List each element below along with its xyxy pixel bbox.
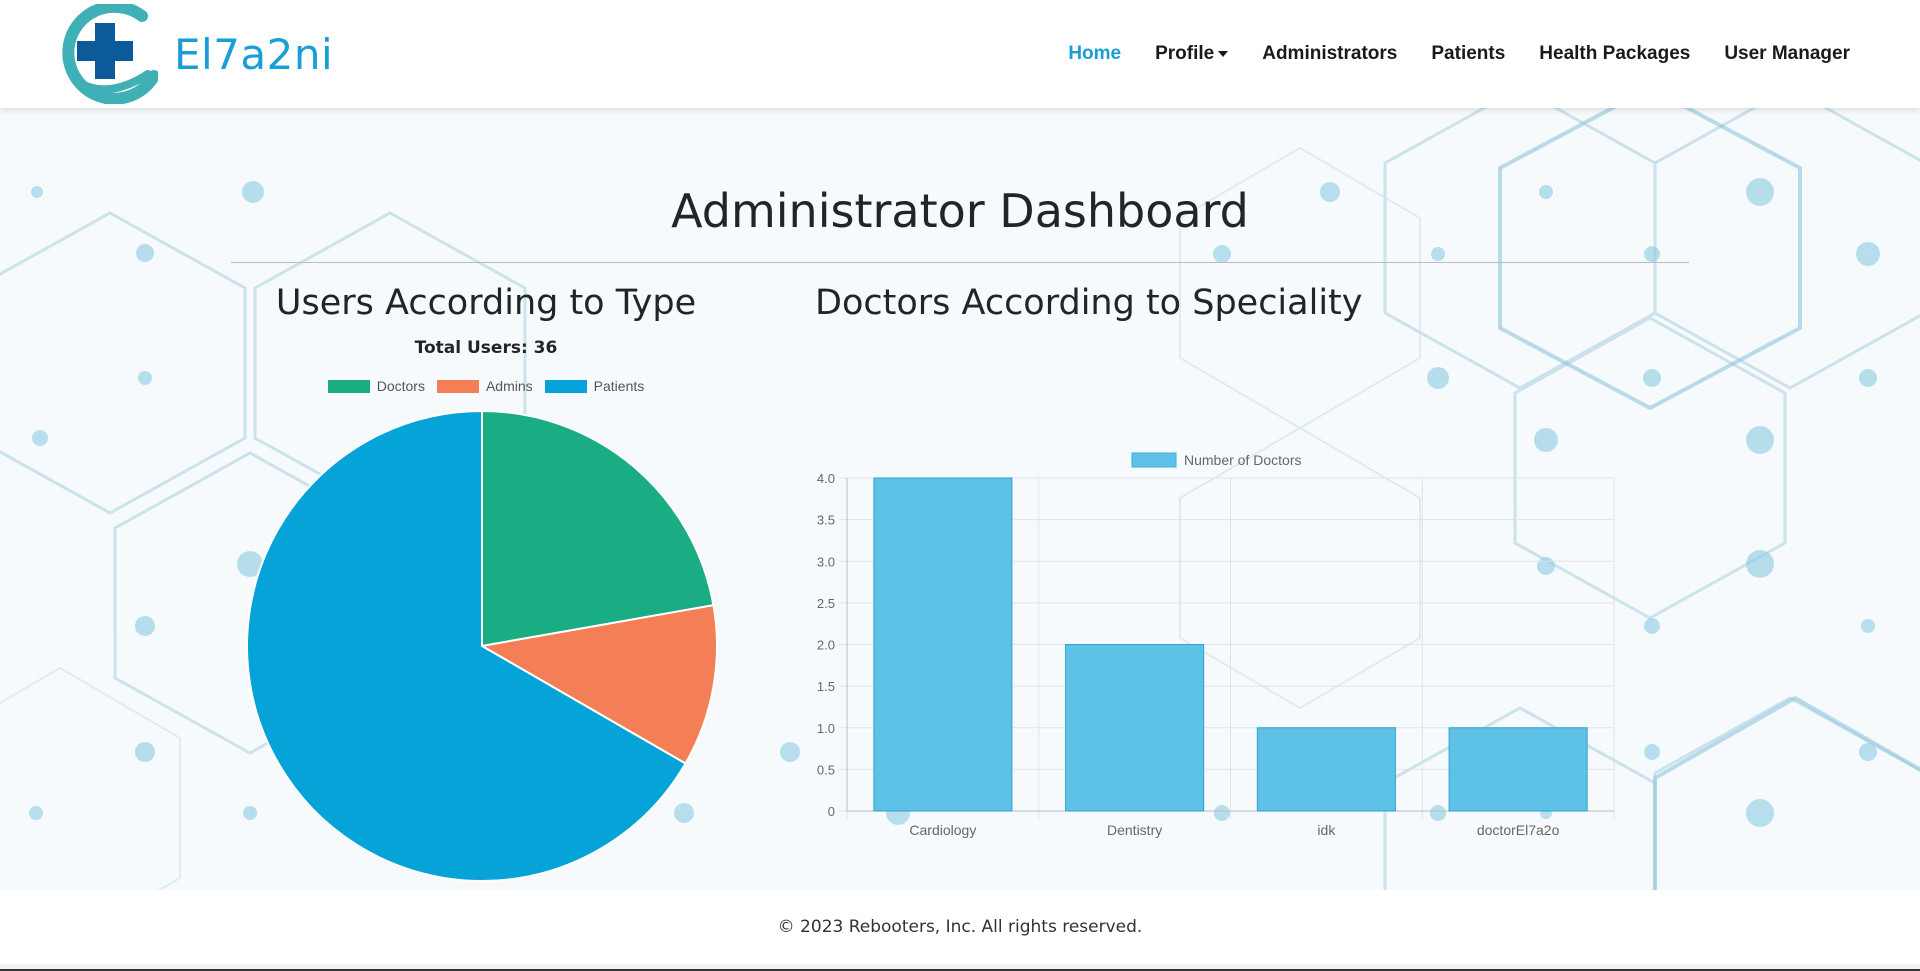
y-tick-label: 1.0 bbox=[817, 721, 835, 736]
bar-doctorel7a2o[interactable] bbox=[1448, 727, 1588, 812]
nav-profile-label: Profile bbox=[1155, 43, 1215, 64]
doctors-by-speciality-section: Number of Doctors 0 0.5 1.0 1.5 2.0 2.5 3.0 3.5 4… bbox=[815, 278, 1635, 838]
y-tick-label: 0.5 bbox=[817, 762, 835, 777]
pie-section-title: Users According to Type bbox=[275, 283, 697, 323]
footer: © 2023 Rebooters, Inc. All rights reserv… bbox=[0, 890, 1920, 964]
y-tick-label: 1.5 bbox=[817, 679, 835, 694]
bottom-strip bbox=[0, 964, 1920, 971]
nav-home[interactable]: Home bbox=[1068, 43, 1122, 64]
brand-name: El7a2ni bbox=[174, 29, 334, 79]
y-tick-label: 3.5 bbox=[817, 513, 835, 528]
bar-legend[interactable]: Number of Doctors bbox=[1131, 452, 1301, 468]
legend-item-doctors[interactable]: Doctors bbox=[327, 378, 425, 394]
y-tick-label: 4.0 bbox=[817, 471, 835, 486]
users-by-type-section: Users According to Type Total Users: 36 … bbox=[231, 278, 741, 890]
total-users: Total Users: 36 bbox=[414, 338, 558, 358]
legend-label: Admins bbox=[485, 378, 533, 394]
copyright-text: © 2023 Rebooters, Inc. All rights reserv… bbox=[777, 917, 1143, 937]
y-tick-label: 3.0 bbox=[817, 554, 835, 569]
nav-health-packages[interactable]: Health Packages bbox=[1539, 43, 1691, 64]
legend-item-patients[interactable]: Patients bbox=[544, 378, 645, 394]
main-nav: Home Profile Administrators Patients Hea… bbox=[1034, 0, 1850, 108]
bar-section-title: Doctors According to Speciality bbox=[815, 283, 1363, 323]
brand[interactable]: El7a2ni bbox=[58, 4, 333, 104]
legend-label: Number of Doctors bbox=[1184, 452, 1301, 468]
pie-slice-patients[interactable] bbox=[246, 410, 687, 882]
nav-administrators[interactable]: Administrators bbox=[1262, 43, 1398, 64]
top-navbar: El7a2ni Home Profile Administrators Pati… bbox=[0, 0, 1920, 108]
legend-swatch bbox=[1131, 452, 1177, 468]
caret-down-icon bbox=[1218, 51, 1229, 57]
x-tick-label: idk bbox=[1317, 822, 1336, 838]
x-tick-label: Cardiology bbox=[909, 822, 976, 838]
legend-swatch bbox=[436, 379, 479, 393]
y-tick-label: 0 bbox=[828, 804, 835, 819]
title-divider bbox=[231, 262, 1689, 263]
legend-label: Patients bbox=[593, 378, 645, 394]
nav-profile-dropdown[interactable]: Profile bbox=[1155, 43, 1229, 65]
y-tick-label: 2.0 bbox=[817, 638, 835, 653]
x-tick-label: doctorEl7a2o bbox=[1477, 822, 1560, 838]
bar-idk[interactable] bbox=[1256, 727, 1396, 812]
dashboard-main: Administrator Dashboard Users According … bbox=[0, 108, 1920, 890]
legend-swatch bbox=[544, 379, 587, 393]
legend-item-admins[interactable]: Admins bbox=[436, 378, 533, 394]
x-tick-label: Dentistry bbox=[1107, 822, 1162, 838]
bar-dentistry[interactable] bbox=[1065, 644, 1205, 812]
nav-patients[interactable]: Patients bbox=[1431, 43, 1506, 64]
pie-slice-admins[interactable] bbox=[479, 604, 718, 765]
legend-label: Doctors bbox=[376, 378, 425, 394]
page-title: Administrator Dashboard bbox=[671, 184, 1249, 238]
users-pie-chart bbox=[246, 410, 718, 882]
bar-cardiology[interactable] bbox=[873, 477, 1013, 812]
pie-legend: Doctors Admins Patients bbox=[231, 378, 741, 394]
pie-slice-doctors[interactable] bbox=[481, 410, 715, 648]
y-tick-label: 2.5 bbox=[817, 596, 835, 611]
legend-swatch bbox=[327, 379, 370, 393]
medical-cross-hand-icon bbox=[62, 4, 158, 104]
nav-user-manager[interactable]: User Manager bbox=[1724, 43, 1850, 64]
doctors-bar-chart: Number of Doctors 0 0.5 1.0 1.5 2.0 2.5 3.0 3.5 4… bbox=[817, 452, 1615, 838]
